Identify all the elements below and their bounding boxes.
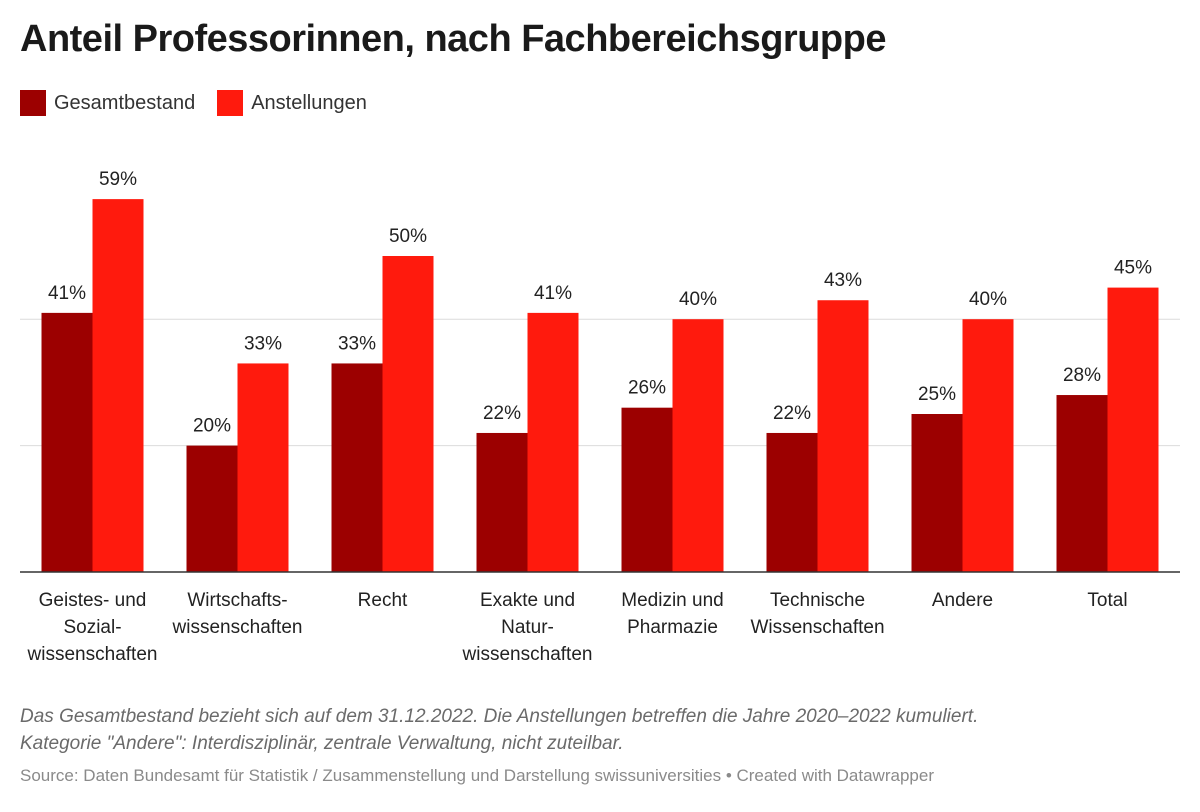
legend-item-gesamtbestand: Gesamtbestand [20, 90, 195, 116]
category-labels: Geistes- und Sozial-wissenschaften Wirtsch… [27, 590, 1128, 665]
bar-label-anstellungen-6: 40% [969, 289, 1007, 310]
legend-label-gesamtbestand: Gesamtbestand [54, 91, 196, 114]
bar-gesamtbestand-6 [911, 414, 963, 572]
bar-label-gesamtbestand-0: 41% [48, 283, 86, 304]
legend: Gesamtbestand Anstellungen [20, 90, 389, 116]
bar-chart: 41% 59% 20% 33% 33% 50% 22% 41% 26% 40% 22% 43% 25% 4… [20, 169, 1180, 665]
category-label-2: Recht [358, 590, 408, 611]
note-line-2: Kategorie "Andere": Interdisziplinär, ze… [20, 733, 624, 754]
bar-anstellungen-1 [237, 363, 289, 572]
bar-value-labels: 41% 59% 20% 33% 33% 50% 22% 41% 26% 40% 22% 43% 25% 4… [48, 169, 1152, 436]
bar-label-anstellungen-0: 59% [99, 169, 137, 190]
bars [41, 199, 1159, 572]
bar-anstellungen-7 [1107, 287, 1159, 572]
category-label-6: Andere [932, 590, 993, 611]
bar-label-gesamtbestand-6: 25% [918, 384, 956, 405]
bar-label-anstellungen-1: 33% [244, 333, 282, 354]
bar-gesamtbestand-5 [766, 432, 818, 572]
bar-label-anstellungen-4: 40% [679, 289, 717, 310]
bar-label-anstellungen-2: 50% [389, 226, 427, 247]
legend-swatch-anstellungen [217, 90, 244, 116]
category-label-4: Medizin und Pharmazie [621, 590, 723, 638]
bar-label-gesamtbestand-3: 22% [483, 403, 521, 424]
bar-gesamtbestand-4 [621, 407, 673, 572]
bar-label-gesamtbestand-4: 26% [628, 378, 666, 399]
legend-label-anstellungen: Anstellungen [251, 91, 367, 114]
chart-title: Anteil Professorinnen, nach Fachbereichs… [20, 18, 886, 60]
legend-item-anstellungen: Anstellungen [217, 90, 367, 116]
category-label-7: Total [1087, 590, 1127, 611]
bar-anstellungen-3 [527, 312, 579, 572]
bar-anstellungen-0 [92, 199, 144, 572]
category-label-3: Exakte und Natur-wissenschaften [462, 590, 593, 665]
legend-swatch-gesamtbestand [20, 90, 46, 116]
bar-label-anstellungen-3: 41% [534, 283, 572, 304]
source-line: Source: Daten Bundesamt für Statistik / … [20, 766, 934, 785]
bar-label-gesamtbestand-1: 20% [193, 416, 231, 437]
bar-gesamtbestand-3 [476, 432, 528, 572]
bar-gesamtbestand-0 [41, 312, 93, 572]
bar-anstellungen-5 [817, 300, 869, 572]
bar-label-gesamtbestand-7: 28% [1063, 365, 1101, 386]
bar-label-gesamtbestand-5: 22% [773, 403, 811, 424]
note-line-1: Das Gesamtbestand bezieht sich auf dem 3… [20, 706, 979, 727]
bar-label-anstellungen-5: 43% [824, 270, 862, 291]
bar-anstellungen-4 [672, 319, 724, 572]
category-label-0: Geistes- und Sozial-wissenschaften [27, 590, 158, 665]
bar-anstellungen-2 [382, 256, 434, 572]
bar-gesamtbestand-1 [186, 445, 238, 572]
chart-notes: Das Gesamtbestand bezieht sich auf dem 3… [20, 703, 1185, 757]
bar-gesamtbestand-7 [1056, 395, 1108, 572]
bar-label-gesamtbestand-2: 33% [338, 333, 376, 354]
bar-anstellungen-6 [962, 319, 1014, 572]
category-label-5: Technische Wissenschaften [750, 590, 884, 638]
bar-gesamtbestand-2 [331, 363, 383, 572]
bar-label-anstellungen-7: 45% [1114, 258, 1152, 279]
category-label-1: Wirtschafts-wissenschaften [172, 590, 303, 638]
